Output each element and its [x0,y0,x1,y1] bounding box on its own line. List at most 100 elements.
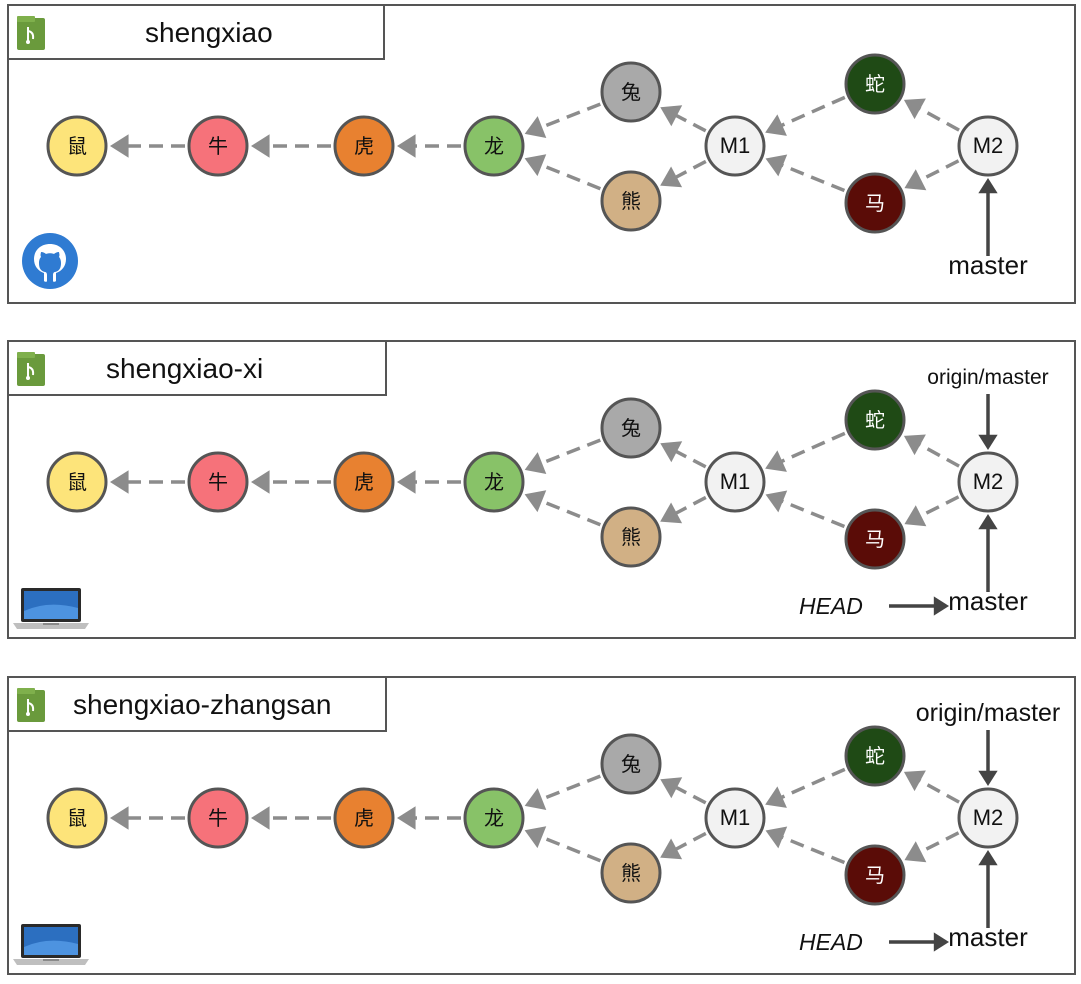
commit-label: 蛇 [865,744,885,768]
commit-edge-arrowhead [524,826,547,849]
commit-graph: 鼠 牛 虎 龙 兔熊 M1 蛇马 M2 master origin/master HEAD [46,366,1049,619]
commit-node: 兔 [600,397,662,459]
commit-circle [704,787,766,849]
commit-circle [844,389,906,451]
commit-label: 牛 [208,806,228,830]
commit-label: 虎 [354,134,374,158]
commit-node: 兔 [600,61,662,123]
commit-edge-arrowhead [660,441,683,463]
commit-label: M2 [973,133,1004,158]
commit-edge-arrowhead [397,806,416,830]
commit-edge [537,774,601,803]
master-branch-label: master [948,586,1028,616]
commit-circle [463,787,525,849]
commit-label: M2 [973,805,1004,830]
commit-label: 虎 [354,470,374,494]
commit-circle [600,61,662,123]
commit-edge-arrowhead [765,786,787,808]
commit-circle [600,397,662,459]
commit-circle [333,115,395,177]
commit-edge-arrowhead [524,788,547,811]
commit-edge-arrowhead [904,169,927,191]
master-branch-label: master [948,250,1028,280]
master-pointer-arrow-head [978,178,998,194]
commit-label: M1 [720,805,751,830]
commit-graph: 鼠 牛 虎 龙 兔熊 M1 蛇马 M2 master [46,53,1028,280]
master-branch-label: master [948,922,1028,952]
commit-label: 熊 [621,861,641,885]
commit-circle [844,508,906,570]
commit-circle [46,451,108,513]
head-pointer-arrow-head [933,596,949,616]
commit-node: 牛 [187,787,249,849]
commit-edge [915,441,960,468]
commit-edge-arrowhead [251,470,270,494]
commit-node: 兔 [600,733,662,795]
commit-edge [536,497,602,527]
commit-node: 马 [844,508,906,570]
repo-panel-shengxiao: shengxiao 鼠 牛 虎 龙 兔熊 M1 蛇马 M2 master [7,4,1076,304]
commit-label: 鼠 [67,470,87,494]
commit-edge-arrowhead [524,452,547,475]
commit-edge-arrowhead [660,777,683,799]
commit-edge [777,431,846,465]
commit-node: 虎 [333,787,395,849]
commit-label: 龙 [484,806,504,830]
commit-node: 蛇 [844,389,906,451]
commit-node: 鼠 [46,451,108,513]
commit-edge [916,495,960,520]
commit-edge [777,95,846,129]
commit-edge [536,833,602,863]
commit-node: 蛇 [844,53,906,115]
commit-circle [187,451,249,513]
commit-node: 虎 [333,115,395,177]
commit-circle [844,844,906,906]
commit-label: 兔 [621,416,641,440]
repo-panel-shengxiao-xi: shengxiao-xi 鼠 牛 虎 龙 兔熊 M1 蛇马 M2 master origin/ma… [7,340,1076,639]
commit-label: M1 [720,133,751,158]
commit-edge [915,105,960,132]
commit-label: 熊 [621,189,641,213]
commit-label: 蛇 [865,408,885,432]
commit-edge-arrowhead [660,166,683,188]
commit-node: M2 [957,451,1019,513]
commit-edge-arrowhead [397,134,416,158]
repo-title: shengxiao-zhangsan [73,689,332,720]
repo-title-tab: shengxiao-xi [7,340,387,396]
commit-label: M2 [973,469,1004,494]
commit-edge [671,784,707,805]
commit-edge [671,831,707,853]
commit-circle [187,787,249,849]
commit-label: 龙 [484,134,504,158]
commit-circle [463,451,525,513]
commit-edge-arrowhead [903,770,926,792]
head-label: HEAD [799,593,863,619]
commit-label: 兔 [621,752,641,776]
commit-edge-arrowhead [110,470,129,494]
commit-edge [537,102,601,131]
commit-edge-arrowhead [660,502,683,524]
commit-edge [671,448,707,469]
origin-master-label: origin/master [927,366,1048,389]
commit-edge-arrowhead [524,490,547,513]
commit-node: 熊 [600,842,662,904]
commit-label: 兔 [621,80,641,104]
commit-circle [600,842,662,904]
origin-master-pointer-arrow-head [978,770,998,786]
commit-edge [916,831,960,856]
repo-title: shengxiao-xi [106,353,264,384]
head-label: HEAD [799,929,863,955]
commit-edge-arrowhead [397,470,416,494]
commit-edge-arrowhead [765,490,788,513]
commit-circle [600,170,662,232]
commit-node: 龙 [463,787,525,849]
commit-circle [187,115,249,177]
commit-edge-arrowhead [110,134,129,158]
commit-circle [333,451,395,513]
commit-label: 蛇 [865,72,885,96]
laptop-icon [13,588,89,629]
commit-node: M1 [704,115,766,177]
commit-node: 虎 [333,451,395,513]
head-pointer-arrow-head [933,932,949,952]
commit-circle [844,53,906,115]
